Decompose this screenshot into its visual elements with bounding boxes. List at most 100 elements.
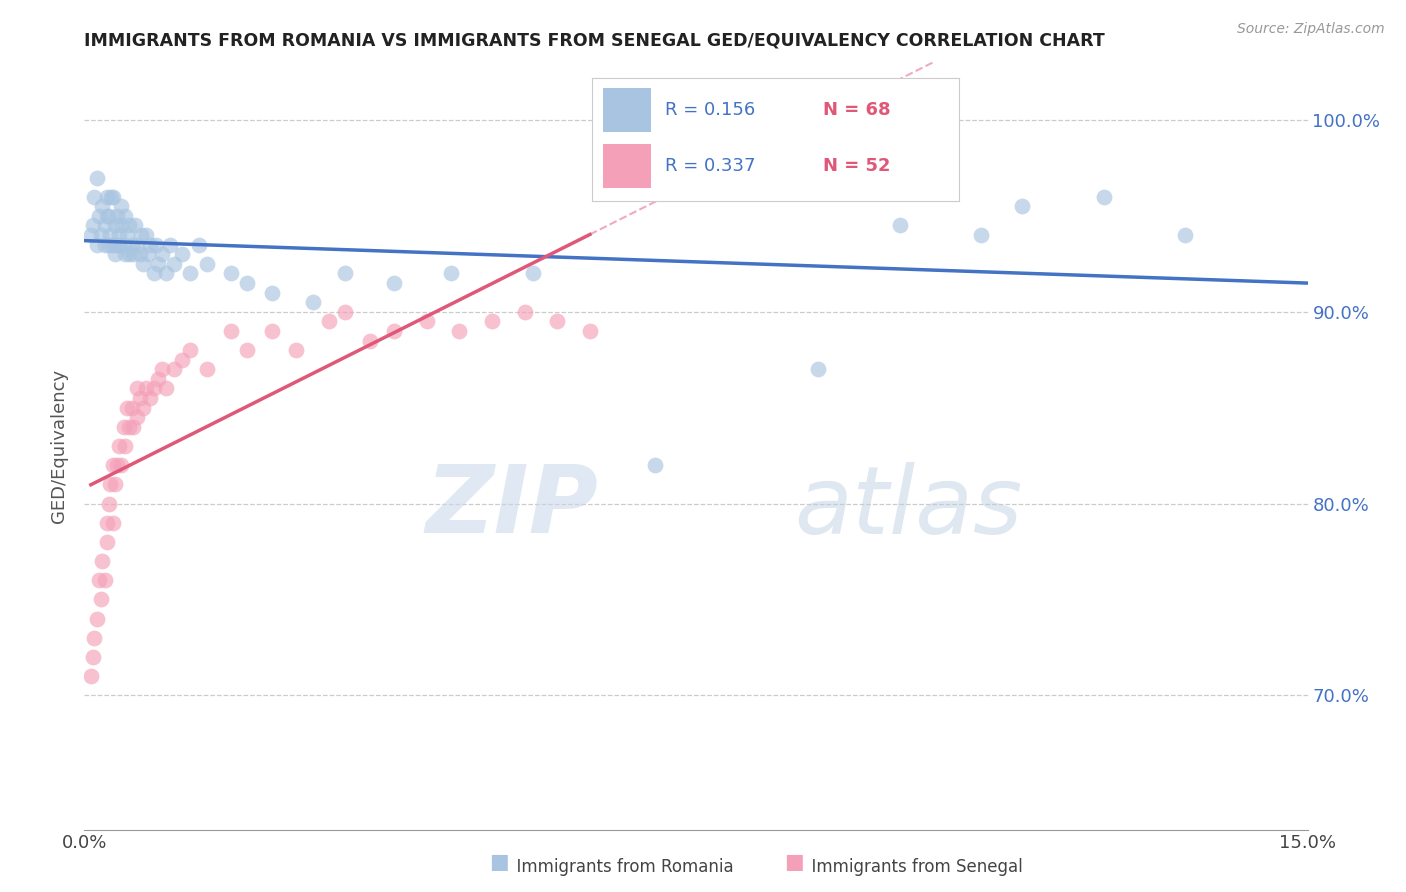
Point bbox=[150, 247, 173, 261]
Point bbox=[105, 458, 128, 473]
Point bbox=[97, 209, 120, 223]
Point bbox=[195, 257, 218, 271]
Point bbox=[80, 228, 103, 243]
Point bbox=[127, 410, 149, 425]
Point bbox=[127, 237, 149, 252]
Text: Immigrants from Senegal: Immigrants from Senegal bbox=[801, 858, 1024, 876]
Point bbox=[82, 650, 104, 665]
Point bbox=[135, 381, 157, 395]
Point bbox=[112, 420, 135, 434]
Point bbox=[100, 189, 122, 203]
Point bbox=[142, 381, 165, 395]
Point bbox=[107, 439, 129, 453]
Point bbox=[114, 439, 136, 453]
Point bbox=[108, 237, 131, 252]
Point bbox=[122, 420, 145, 434]
Point bbox=[889, 219, 911, 233]
Point bbox=[101, 516, 124, 530]
Point bbox=[219, 324, 242, 338]
Point bbox=[132, 401, 155, 415]
Point bbox=[124, 219, 146, 233]
Point bbox=[807, 362, 830, 376]
Point bbox=[104, 477, 127, 491]
Y-axis label: GED/Equivalency: GED/Equivalency bbox=[51, 369, 69, 523]
Point bbox=[83, 631, 105, 645]
Point bbox=[110, 219, 132, 233]
Point bbox=[82, 219, 104, 233]
Text: Source: ZipAtlas.com: Source: ZipAtlas.com bbox=[1237, 22, 1385, 37]
Point bbox=[132, 257, 155, 271]
Point bbox=[136, 247, 159, 261]
Text: ■: ■ bbox=[489, 853, 509, 872]
Point bbox=[128, 391, 150, 405]
Point bbox=[970, 228, 993, 243]
Point bbox=[121, 237, 143, 252]
Point bbox=[172, 352, 194, 367]
Point bbox=[114, 247, 136, 261]
Point bbox=[121, 401, 143, 415]
Point bbox=[90, 228, 112, 243]
Point bbox=[179, 266, 201, 280]
Point bbox=[440, 266, 463, 280]
Point bbox=[122, 247, 145, 261]
Point bbox=[90, 592, 112, 607]
Point bbox=[155, 266, 177, 280]
Point bbox=[142, 266, 165, 280]
Point bbox=[83, 189, 105, 203]
Point bbox=[481, 314, 503, 328]
Point bbox=[128, 247, 150, 261]
Point bbox=[91, 199, 114, 213]
Point bbox=[285, 343, 308, 357]
Point bbox=[105, 209, 128, 223]
Point bbox=[236, 343, 259, 357]
Point bbox=[146, 372, 169, 386]
Point bbox=[86, 170, 108, 185]
Point bbox=[86, 237, 108, 252]
Point bbox=[260, 324, 283, 338]
Point bbox=[172, 247, 194, 261]
Point bbox=[127, 381, 149, 395]
Point bbox=[195, 362, 218, 376]
Point bbox=[93, 573, 115, 587]
Text: ZIP: ZIP bbox=[425, 461, 598, 553]
Point bbox=[112, 237, 135, 252]
Point bbox=[301, 295, 323, 310]
Point bbox=[382, 324, 405, 338]
Point bbox=[382, 276, 405, 290]
Text: IMMIGRANTS FROM ROMANIA VS IMMIGRANTS FROM SENEGAL GED/EQUIVALENCY CORRELATION C: IMMIGRANTS FROM ROMANIA VS IMMIGRANTS FR… bbox=[84, 32, 1105, 50]
Point bbox=[579, 324, 602, 338]
Point bbox=[96, 534, 118, 549]
Point bbox=[150, 362, 173, 376]
Point bbox=[110, 458, 132, 473]
Point bbox=[97, 496, 120, 510]
Point bbox=[236, 276, 259, 290]
Point bbox=[115, 228, 138, 243]
Point bbox=[96, 189, 118, 203]
Point bbox=[118, 420, 141, 434]
Point bbox=[80, 669, 103, 683]
Point bbox=[86, 612, 108, 626]
Point bbox=[96, 209, 118, 223]
Point bbox=[110, 199, 132, 213]
Text: ■: ■ bbox=[785, 853, 804, 872]
Point bbox=[118, 219, 141, 233]
Point bbox=[87, 573, 110, 587]
Point bbox=[93, 219, 115, 233]
Point bbox=[91, 554, 114, 568]
Text: Immigrants from Romania: Immigrants from Romania bbox=[506, 858, 734, 876]
Point bbox=[100, 477, 122, 491]
Point bbox=[335, 304, 357, 318]
Point bbox=[114, 209, 136, 223]
Point bbox=[131, 228, 153, 243]
Point bbox=[146, 257, 169, 271]
Point bbox=[145, 237, 167, 252]
Point bbox=[1011, 199, 1033, 213]
Point bbox=[163, 362, 186, 376]
Point bbox=[104, 219, 127, 233]
Point bbox=[96, 516, 118, 530]
Point bbox=[104, 247, 127, 261]
Point bbox=[1092, 189, 1115, 203]
Point bbox=[138, 237, 160, 252]
Point bbox=[219, 266, 242, 280]
Point bbox=[101, 237, 124, 252]
